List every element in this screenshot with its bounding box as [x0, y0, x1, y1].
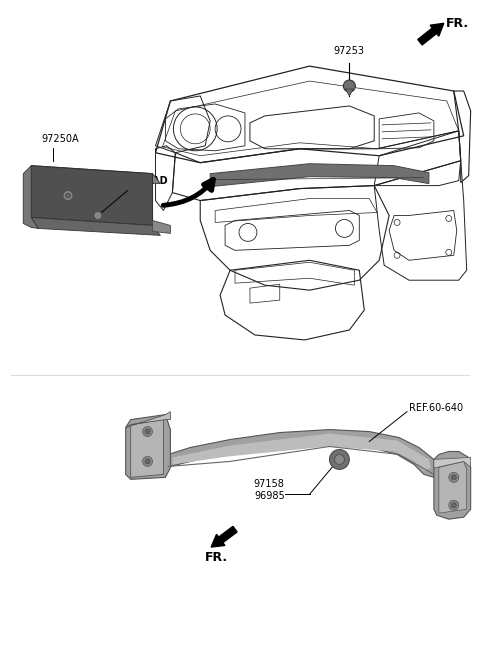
Text: 97250A: 97250A	[41, 134, 79, 144]
Circle shape	[449, 501, 459, 510]
Circle shape	[65, 193, 71, 198]
Circle shape	[94, 211, 102, 220]
Text: FR.: FR.	[205, 550, 228, 564]
Polygon shape	[346, 89, 353, 96]
Polygon shape	[23, 166, 38, 228]
Polygon shape	[126, 412, 170, 428]
Circle shape	[449, 472, 459, 482]
Circle shape	[143, 426, 153, 436]
Polygon shape	[31, 166, 160, 184]
Text: 1018AD: 1018AD	[126, 176, 168, 186]
Circle shape	[335, 455, 344, 464]
Circle shape	[451, 475, 456, 480]
Circle shape	[145, 459, 150, 464]
Circle shape	[329, 449, 349, 470]
Circle shape	[145, 429, 150, 434]
Polygon shape	[126, 415, 170, 480]
Text: 97158: 97158	[254, 480, 285, 489]
Polygon shape	[210, 164, 429, 186]
Polygon shape	[31, 218, 160, 236]
Polygon shape	[172, 434, 431, 472]
Polygon shape	[434, 457, 471, 468]
FancyArrow shape	[418, 24, 444, 45]
Text: 97253: 97253	[334, 46, 365, 56]
Circle shape	[143, 457, 153, 466]
Polygon shape	[434, 451, 471, 519]
Text: REF.60-640: REF.60-640	[409, 403, 463, 413]
Polygon shape	[131, 420, 164, 478]
FancyArrow shape	[211, 526, 237, 547]
Polygon shape	[31, 166, 153, 226]
Text: 96985: 96985	[254, 491, 285, 501]
Text: FR.: FR.	[446, 17, 469, 30]
Polygon shape	[153, 220, 170, 234]
Polygon shape	[439, 461, 467, 513]
Circle shape	[63, 191, 73, 201]
Polygon shape	[168, 430, 439, 478]
Circle shape	[451, 502, 456, 508]
Circle shape	[343, 80, 355, 92]
